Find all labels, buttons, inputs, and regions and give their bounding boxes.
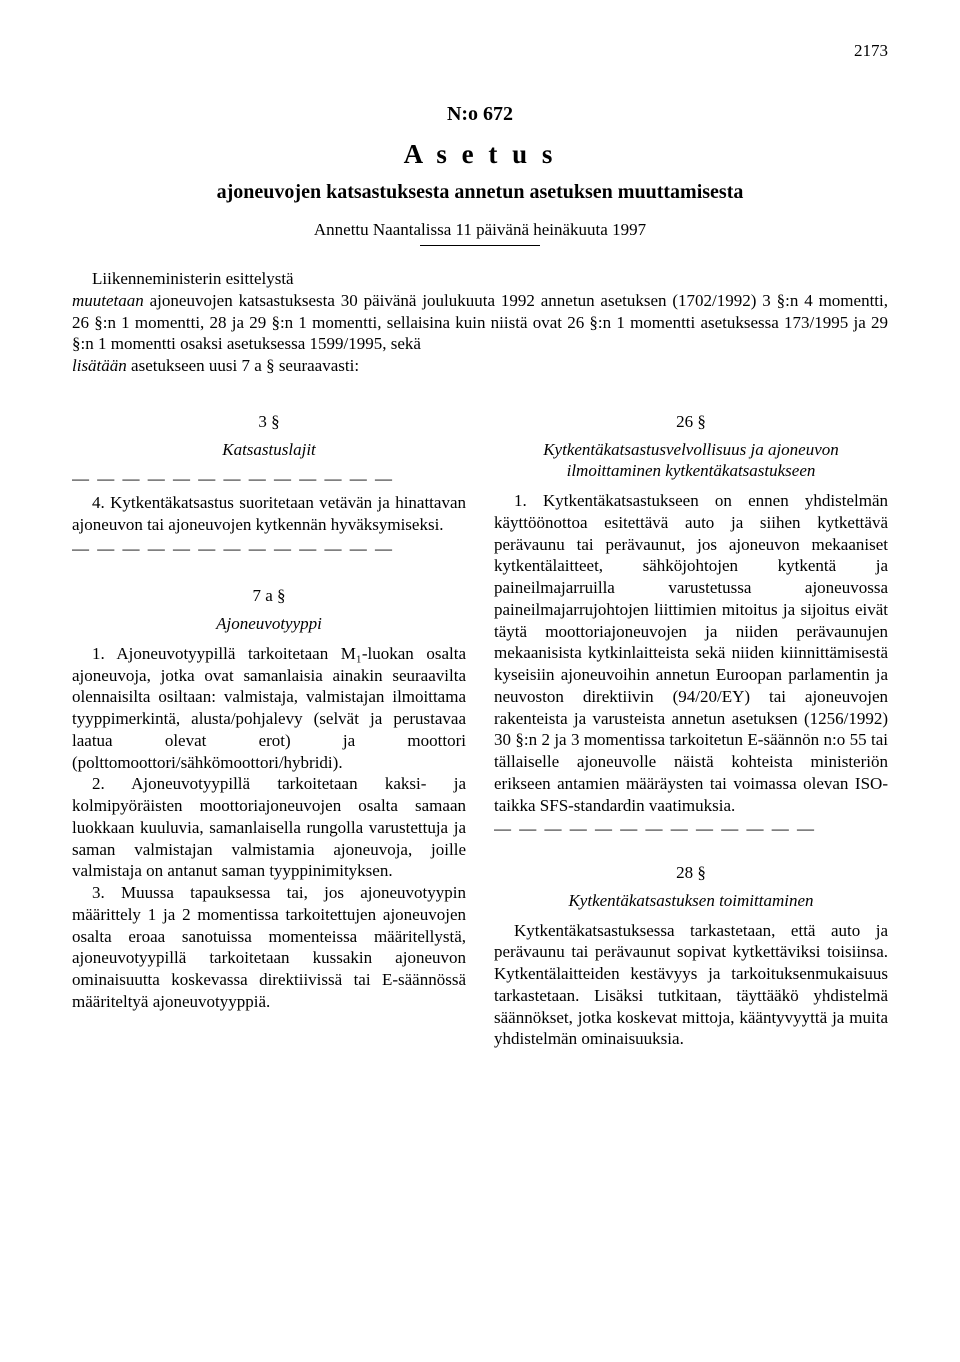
section-28-number: 28 § bbox=[494, 862, 888, 884]
section-26-number: 26 § bbox=[494, 411, 888, 433]
section-3-p4: 4. Kytkentäkatsastus suoritetaan vetävän… bbox=[72, 492, 466, 536]
ellipsis-dashes: — — — — — — — — — — — — — bbox=[72, 468, 466, 490]
section-26-p1: 1. Kytkentäkatsastukseen on ennen yhdist… bbox=[494, 490, 888, 816]
section-26-title: Kytkentäkatsastusvelvollisuus ja ajoneuv… bbox=[494, 439, 888, 483]
page-number: 2173 bbox=[72, 40, 888, 62]
preamble: Liikenneministerin esittelystä muutetaan… bbox=[72, 268, 888, 377]
section-7a-p1: 1. Ajoneuvotyypillä tarkoitetaan M₁-luok… bbox=[72, 643, 466, 774]
ellipsis-dashes: — — — — — — — — — — — — — bbox=[72, 538, 466, 560]
text-columns: 3 § Katsastuslajit — — — — — — — — — — —… bbox=[72, 397, 888, 1050]
section-7a-title: Ajoneuvotyyppi bbox=[72, 613, 466, 635]
ellipsis-dashes: — — — — — — — — — — — — — bbox=[494, 818, 888, 840]
preamble-body: muutetaan ajoneuvojen katsastuksesta 30 … bbox=[72, 291, 888, 354]
given-at: Annettu Naantalissa 11 päivänä heinäkuut… bbox=[72, 219, 888, 241]
preamble-lead: Liikenneministerin esittelystä bbox=[92, 269, 294, 288]
section-7a-number: 7 a § bbox=[72, 585, 466, 607]
document-number: N:o 672 bbox=[72, 102, 888, 128]
section-28-title: Kytkentäkatsastuksen toimittaminen bbox=[494, 890, 888, 912]
divider bbox=[420, 245, 540, 246]
section-3-number: 3 § bbox=[72, 411, 466, 433]
section-3-title: Katsastuslajit bbox=[72, 439, 466, 461]
section-7a-p2: 2. Ajoneuvotyypillä tarkoitetaan kaksi- … bbox=[72, 773, 466, 882]
document-type: A s e t u s bbox=[72, 137, 888, 172]
preamble-add: lisätään asetukseen uusi 7 a § seuraavas… bbox=[72, 356, 359, 375]
section-28-p1: Kytkentäkatsastuksessa tarkastetaan, ett… bbox=[494, 920, 888, 1051]
section-7a-p3: 3. Muussa tapauksessa tai, jos ajoneuvot… bbox=[72, 882, 466, 1013]
document-title: ajoneuvojen katsastuksesta annetun asetu… bbox=[72, 180, 888, 206]
